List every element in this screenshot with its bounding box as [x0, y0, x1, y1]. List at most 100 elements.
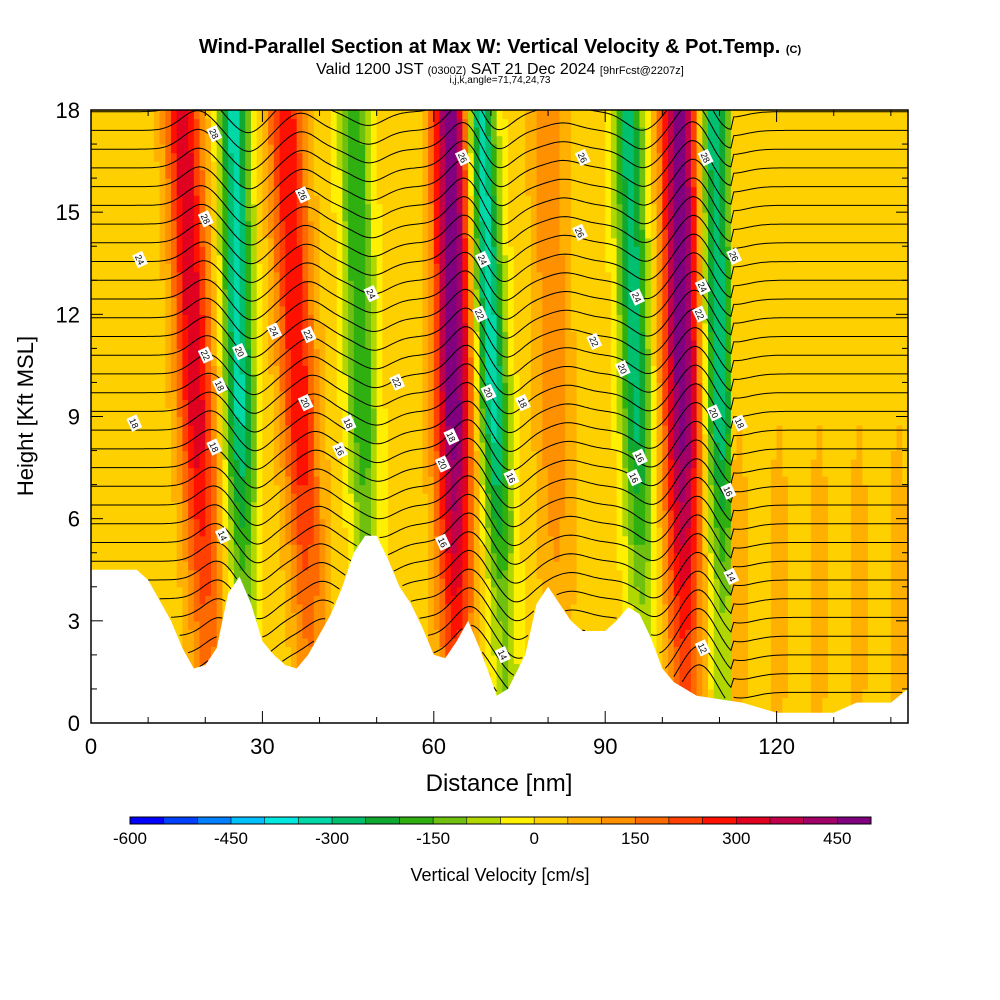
- velocity-cell: [91, 127, 98, 137]
- velocity-cell: [456, 527, 463, 537]
- velocity-cell: [205, 586, 212, 596]
- velocity-cell: [428, 220, 435, 230]
- velocity-cell: [165, 484, 172, 494]
- velocity-cell: [468, 314, 475, 324]
- velocity-cell: [416, 552, 423, 562]
- velocity-cell: [348, 127, 355, 137]
- velocity-cell: [308, 220, 315, 230]
- velocity-cell: [296, 339, 303, 349]
- velocity-cell: [468, 552, 475, 562]
- velocity-cell: [370, 501, 378, 511]
- velocity-cell: [262, 271, 269, 281]
- velocity-cell: [296, 229, 303, 239]
- velocity-cell: [268, 459, 275, 469]
- velocity-cell: [113, 254, 121, 264]
- velocity-cell: [222, 467, 229, 477]
- velocity-cell: [376, 135, 383, 145]
- velocity-cell: [405, 110, 412, 120]
- velocity-cell: [239, 510, 246, 520]
- velocity-cell: [113, 501, 121, 511]
- velocity-cell: [245, 178, 252, 188]
- velocity-cell: [142, 288, 149, 298]
- velocity-cell: [96, 501, 104, 511]
- velocity-cell: [462, 544, 469, 554]
- velocity-cell: [96, 527, 104, 537]
- velocity-cell: [325, 390, 332, 401]
- velocity-cell: [319, 544, 326, 554]
- velocity-cell: [348, 331, 355, 341]
- velocity-cell: [296, 212, 303, 222]
- velocity-cell: [313, 476, 321, 486]
- velocity-cell: [113, 280, 121, 290]
- velocity-cell: [170, 535, 178, 545]
- velocity-cell: [170, 390, 178, 401]
- velocity-cell: [228, 195, 235, 205]
- velocity-cell: [370, 263, 378, 273]
- velocity-cell: [176, 297, 184, 307]
- velocity-cell: [148, 544, 155, 554]
- velocity-cell: [422, 493, 429, 503]
- velocity-cell: [456, 161, 463, 171]
- velocity-cell: [136, 186, 144, 196]
- velocity-cell: [130, 229, 138, 239]
- velocity-cell: [182, 467, 189, 477]
- velocity-cell: [393, 467, 401, 477]
- velocity-cell: [222, 348, 229, 358]
- velocity-cell: [222, 365, 229, 375]
- velocity-cell: [456, 195, 463, 205]
- velocity-cell: [405, 229, 412, 239]
- velocity-cell: [239, 527, 246, 537]
- velocity-cell: [148, 476, 155, 486]
- velocity-cell: [290, 612, 298, 622]
- velocity-cell: [273, 620, 281, 630]
- velocity-cell: [188, 476, 195, 486]
- velocity-cell: [308, 416, 315, 426]
- velocity-cell: [142, 127, 149, 137]
- velocity-cell: [136, 297, 144, 307]
- velocity-cell: [108, 467, 115, 477]
- velocity-cell: [290, 356, 298, 367]
- velocity-cell: [199, 161, 206, 171]
- velocity-cell: [462, 305, 469, 315]
- velocity-cell: [382, 390, 389, 401]
- velocity-cell: [96, 288, 104, 298]
- velocity-cell: [119, 254, 126, 264]
- velocity-cell: [445, 595, 452, 605]
- velocity-cell: [468, 561, 475, 571]
- velocity-cell: [399, 237, 406, 247]
- velocity-cell: [365, 118, 372, 128]
- velocity-cell: [399, 118, 406, 128]
- velocity-cell: [445, 178, 452, 188]
- velocity-cell: [273, 254, 281, 264]
- velocity-cell: [290, 314, 298, 324]
- velocity-cell: [279, 646, 286, 656]
- velocity-cell: [119, 186, 126, 196]
- velocity-cell: [136, 356, 144, 367]
- velocity-cell: [290, 595, 298, 605]
- velocity-cell: [382, 322, 389, 332]
- velocity-cell: [313, 390, 321, 401]
- velocity-cell: [433, 297, 441, 307]
- velocity-cell: [393, 442, 401, 452]
- velocity-cell: [233, 212, 241, 222]
- velocity-cell: [416, 263, 423, 273]
- velocity-cell: [159, 288, 166, 298]
- velocity-cell: [393, 356, 401, 367]
- velocity-cell: [239, 331, 246, 341]
- velocity-cell: [142, 390, 149, 401]
- velocity-cell: [330, 569, 338, 579]
- velocity-cell: [353, 390, 361, 401]
- velocity-cell: [370, 331, 378, 341]
- velocity-cell: [176, 271, 184, 281]
- velocity-cell: [439, 450, 446, 460]
- velocity-cell: [119, 169, 126, 179]
- velocity-cell: [273, 586, 281, 596]
- velocity-cell: [336, 144, 343, 154]
- velocity-cell: [245, 169, 252, 179]
- velocity-cell: [410, 518, 418, 528]
- velocity-cell: [268, 203, 275, 213]
- velocity-cell: [468, 280, 475, 290]
- velocity-cell: [399, 348, 406, 358]
- velocity-cell: [193, 390, 201, 401]
- velocity-cell: [136, 195, 144, 205]
